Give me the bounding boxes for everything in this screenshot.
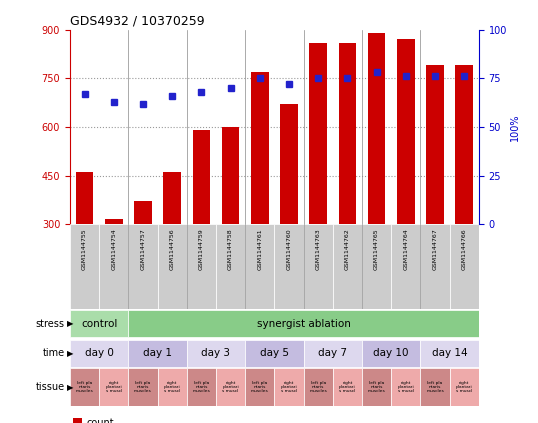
Text: day 7: day 7: [318, 348, 348, 358]
Bar: [450, 368, 479, 406]
Bar: [450, 224, 479, 309]
Bar: [274, 368, 303, 406]
Text: GSM1144755: GSM1144755: [82, 228, 87, 270]
Text: stress: stress: [36, 319, 65, 329]
Text: GSM1144763: GSM1144763: [316, 228, 321, 270]
Text: left pla
ntaris
muscles: left pla ntaris muscles: [251, 381, 268, 393]
Bar: [245, 340, 303, 366]
Text: tissue: tissue: [36, 382, 65, 392]
Bar: [420, 340, 479, 366]
Text: right
plantari
s muscl: right plantari s muscl: [281, 381, 298, 393]
Bar: [216, 368, 245, 406]
Bar: [187, 224, 216, 309]
Bar: [368, 33, 385, 224]
Bar: [303, 368, 333, 406]
Bar: [338, 43, 356, 224]
Bar: [280, 104, 298, 224]
Bar: [333, 368, 362, 406]
Bar: [70, 368, 99, 406]
Text: time: time: [43, 348, 65, 358]
Text: GSM1144758: GSM1144758: [228, 228, 233, 270]
Bar: [245, 368, 274, 406]
Bar: [309, 43, 327, 224]
Bar: [251, 72, 268, 224]
Bar: [274, 224, 303, 309]
Text: GSM1144765: GSM1144765: [374, 228, 379, 270]
Text: right
plantari
s muscl: right plantari s muscl: [164, 381, 181, 393]
Text: GDS4932 / 10370259: GDS4932 / 10370259: [70, 14, 204, 27]
Bar: [99, 224, 129, 309]
Bar: [187, 368, 216, 406]
Text: GSM1144756: GSM1144756: [169, 228, 175, 270]
Text: left pla
ntaris
muscles: left pla ntaris muscles: [426, 381, 444, 393]
Bar: [76, 172, 93, 224]
Bar: [158, 224, 187, 309]
Bar: [362, 224, 391, 309]
Bar: [129, 310, 479, 337]
Bar: [456, 65, 473, 224]
Text: control: control: [81, 319, 117, 329]
Text: GSM1144762: GSM1144762: [345, 228, 350, 270]
Bar: [303, 224, 333, 309]
Text: GSM1144757: GSM1144757: [140, 228, 145, 270]
Text: day 3: day 3: [201, 348, 230, 358]
Text: GSM1144760: GSM1144760: [286, 228, 292, 270]
Text: GSM1144766: GSM1144766: [462, 228, 467, 270]
Text: ▶: ▶: [67, 319, 74, 328]
Bar: [164, 172, 181, 224]
Bar: [333, 224, 362, 309]
Bar: [187, 340, 245, 366]
Bar: [70, 340, 129, 366]
Bar: [362, 340, 420, 366]
Bar: [391, 368, 420, 406]
Bar: [99, 368, 129, 406]
Text: right
plantari
s muscl: right plantari s muscl: [456, 381, 472, 393]
Bar: [70, 224, 99, 309]
Bar: [426, 65, 444, 224]
Text: left pla
ntaris
muscles: left pla ntaris muscles: [368, 381, 385, 393]
Bar: [129, 224, 158, 309]
Bar: [397, 39, 415, 224]
Bar: [303, 340, 362, 366]
Text: day 14: day 14: [432, 348, 468, 358]
Text: left pla
ntaris
muscles: left pla ntaris muscles: [193, 381, 210, 393]
Bar: [391, 224, 420, 309]
Bar: [420, 224, 450, 309]
Text: count: count: [86, 418, 114, 423]
Text: ▶: ▶: [67, 382, 74, 392]
Bar: [105, 220, 123, 224]
Text: right
plantari
s muscl: right plantari s muscl: [105, 381, 122, 393]
Text: day 0: day 0: [84, 348, 114, 358]
Bar: [193, 130, 210, 224]
Text: left pla
ntaris
muscles: left pla ntaris muscles: [309, 381, 327, 393]
Bar: [245, 224, 274, 309]
Text: right
plantari
s muscl: right plantari s muscl: [398, 381, 414, 393]
Bar: [129, 340, 187, 366]
Bar: [134, 201, 152, 224]
Text: ▶: ▶: [67, 349, 74, 358]
Text: left pla
ntaris
muscles: left pla ntaris muscles: [134, 381, 152, 393]
Text: day 1: day 1: [143, 348, 172, 358]
Bar: [420, 368, 450, 406]
Text: GSM1144754: GSM1144754: [111, 228, 116, 270]
Text: day 5: day 5: [260, 348, 289, 358]
Text: right
plantari
s muscl: right plantari s muscl: [339, 381, 356, 393]
Text: GSM1144764: GSM1144764: [404, 228, 408, 270]
Text: GSM1144759: GSM1144759: [199, 228, 204, 270]
Text: synergist ablation: synergist ablation: [257, 319, 351, 329]
Text: right
plantari
s muscl: right plantari s muscl: [222, 381, 239, 393]
Bar: [362, 368, 391, 406]
Text: GSM1144761: GSM1144761: [257, 228, 263, 270]
Text: day 10: day 10: [373, 348, 409, 358]
Text: GSM1144767: GSM1144767: [433, 228, 437, 270]
Bar: [70, 310, 129, 337]
Text: left pla
ntaris
muscles: left pla ntaris muscles: [76, 381, 94, 393]
Bar: [129, 368, 158, 406]
Bar: [158, 368, 187, 406]
Bar: [222, 127, 239, 224]
Bar: [216, 224, 245, 309]
Y-axis label: 100%: 100%: [509, 113, 520, 141]
